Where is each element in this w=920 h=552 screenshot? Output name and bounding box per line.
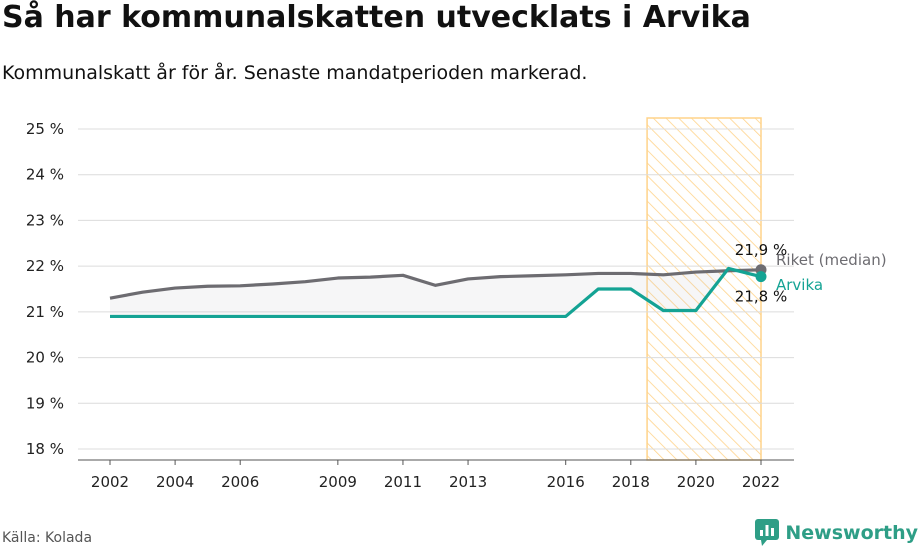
y-tick-label: 25 % [26,120,64,138]
x-tick-label: 2002 [91,473,129,491]
x-tick-label: 2013 [449,473,487,491]
x-tick-label: 2020 [677,473,715,491]
y-tick-label: 24 % [26,166,64,184]
chart-subtitle: Kommunalskatt år för år. Senaste mandatp… [2,62,588,84]
end-point-arvika [755,271,767,283]
series-line-arvika [110,266,762,319]
x-tick-label: 2009 [319,473,357,491]
chart-title: Så har kommunalskatten utvecklats i Arvi… [2,0,751,35]
source-note: Källa: Kolada [2,530,93,546]
x-tick-label: 2006 [221,473,259,491]
newsworthy-icon [755,519,780,546]
y-tick-label: 20 % [26,349,64,367]
series-line-riket [109,268,762,300]
y-tick-label: 21 % [26,303,64,321]
x-tick-label: 2018 [612,473,650,491]
brand-name: Newsworthy [785,522,918,544]
series-label-arvika: Arvika [776,276,823,294]
newsworthy-logo: Newsworthy [755,518,918,548]
y-tick-label: 23 % [26,211,64,229]
x-tick-label: 2016 [547,473,585,491]
y-tick-label: 19 % [26,394,64,412]
y-tick-label: 18 % [26,440,64,458]
series-gap-fill [110,268,761,317]
end-value-arvika: 21,8 % [735,288,787,306]
series-label-riket: Riket (median) [776,251,887,269]
x-tick-label: 2004 [156,473,194,491]
y-tick-label: 22 % [26,257,64,275]
x-tick-label: 2022 [742,473,780,491]
end-value-riket: 21,9 % [735,241,787,259]
x-tick-label: 2011 [384,473,422,491]
